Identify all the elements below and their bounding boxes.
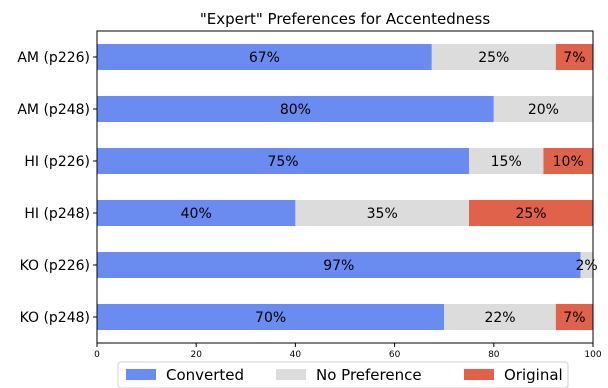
data-label-no-preference-am-p226: 25% [478, 50, 509, 66]
bar-no-preference-am-p226 [431, 44, 556, 70]
x-tick-label-80: 80 [488, 350, 500, 360]
data-label-original-ko-p248: 7% [563, 310, 585, 326]
legend-swatch-original [464, 369, 494, 380]
legend: Converted No Preference Original [117, 361, 569, 388]
bar-converted-am-p248 [97, 96, 494, 122]
bar-converted-hi-p226 [97, 148, 469, 174]
legend-box [117, 361, 569, 388]
data-label-converted-ko-p226: 97% [323, 258, 354, 274]
data-label-original-hi-p248: 25% [515, 206, 546, 222]
plot-frame [96, 30, 594, 344]
x-axis: 0 20 40 60 80 100 [94, 343, 602, 360]
data-label-no-preference-am-p248: 20% [528, 102, 559, 118]
y-tick-label-am-p226: AM (p226) [17, 50, 90, 66]
x-tick-label-100: 100 [584, 350, 601, 360]
legend-swatch-no-preference [276, 369, 306, 380]
bar-labels-group: 67% 25% 7% 80% 20% 75% 15% 10% 40% 35% 25% 97% 2% 70%… [181, 50, 598, 326]
bar-no-preference-am-p248 [493, 96, 593, 122]
bar-original-ko-p248 [555, 304, 593, 330]
legend-swatch-converted [126, 369, 156, 380]
x-tick-label-60: 60 [389, 350, 401, 360]
data-label-converted-hi-p248: 40% [181, 206, 212, 222]
bars-group [97, 44, 593, 330]
y-axis: AM (p226) AM (p248) HI (p226) HI (p248) KO (… [17, 50, 97, 326]
y-tick-label-hi-p226: HI (p226) [24, 154, 90, 170]
x-tick-label-20: 20 [190, 350, 202, 360]
data-label-converted-ko-p248: 70% [255, 310, 286, 326]
data-label-converted-am-p248: 80% [280, 102, 311, 118]
bar-no-preference-hi-p248 [295, 200, 469, 226]
data-label-original-am-p226: 7% [563, 50, 585, 66]
bar-no-preference-ko-p248 [444, 304, 556, 330]
y-tick-label-ko-p226: KO (p226) [20, 258, 90, 274]
chart-title: "Expert" Preferences for Accentedness [200, 10, 491, 28]
x-tick-label-0: 0 [94, 350, 100, 360]
legend-label-converted: Converted [166, 366, 244, 384]
bar-converted-hi-p248 [97, 200, 296, 226]
legend-label-original: Original [504, 366, 563, 384]
bar-original-hi-p248 [469, 200, 593, 226]
x-tick-label-40: 40 [290, 350, 302, 360]
bar-converted-ko-p226 [97, 252, 581, 278]
y-tick-label-am-p248: AM (p248) [17, 102, 90, 118]
data-label-no-preference-hi-p248: 35% [367, 206, 398, 222]
data-label-original-hi-p226: 10% [553, 154, 584, 170]
data-label-no-preference-ko-p248: 22% [484, 310, 515, 326]
bar-no-preference-hi-p226 [469, 148, 544, 174]
bar-original-am-p226 [555, 44, 593, 70]
bar-original-hi-p226 [543, 148, 593, 174]
data-label-no-preference-hi-p226: 15% [491, 154, 522, 170]
bar-converted-am-p226 [97, 44, 432, 70]
bar-converted-ko-p248 [97, 304, 445, 330]
data-label-converted-hi-p226: 75% [267, 154, 298, 170]
bar-no-preference-ko-p226 [580, 252, 593, 278]
data-label-converted-am-p226: 67% [249, 50, 280, 66]
y-tick-label-ko-p248: KO (p248) [20, 310, 90, 326]
data-label-no-preference-ko-p226: 2% [575, 258, 597, 274]
y-tick-label-hi-p248: HI (p248) [24, 206, 90, 222]
legend-label-no-preference: No Preference [316, 366, 422, 384]
